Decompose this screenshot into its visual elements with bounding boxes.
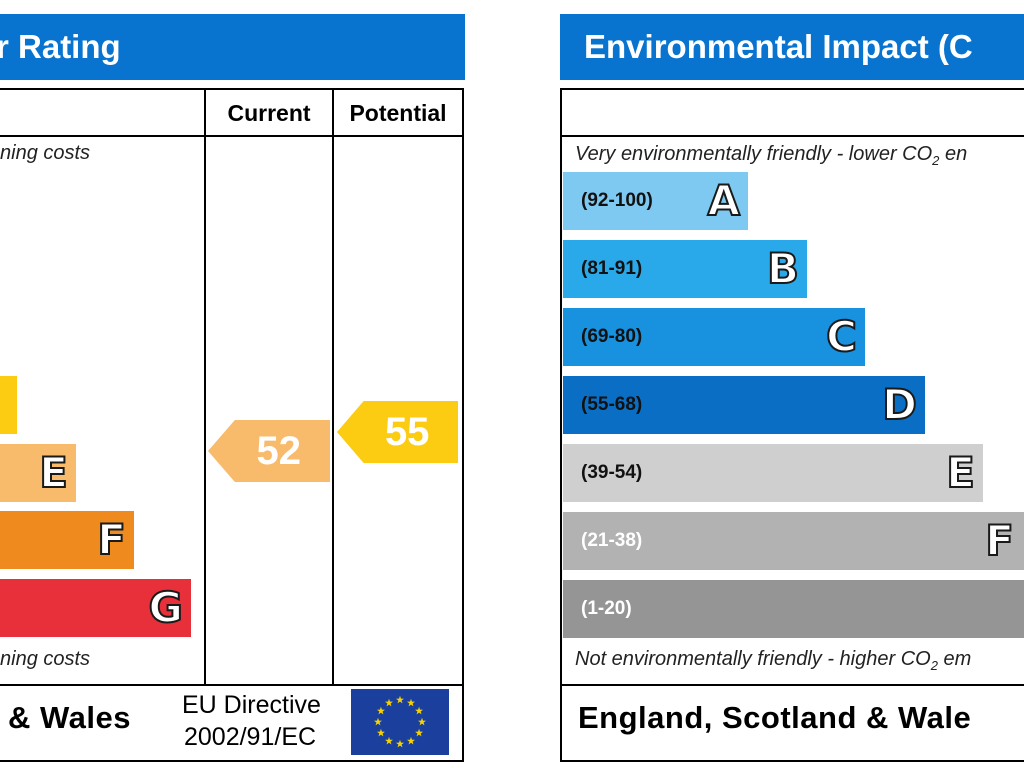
energy-band-f: F (0, 511, 134, 569)
env-footer-divider (562, 684, 1024, 686)
env-band-e: (39-54) E (563, 444, 983, 502)
env-top-caption-text: Very environmentally friendly - lower CO (575, 143, 933, 165)
energy-rating-header: r Rating (0, 14, 465, 80)
current-rating-arrow: 52 (208, 420, 330, 482)
env-band-a: (92-100) A (563, 172, 748, 230)
env-band-e-range: (39-54) (581, 462, 643, 483)
eu-flag-star (415, 728, 424, 737)
env-band-c-letter: C (825, 311, 858, 362)
eu-directive-line1: EU Directive (182, 691, 321, 719)
energy-potential-col-left (332, 88, 334, 685)
env-band-d-range: (55-68) (581, 394, 643, 415)
eu-flag-star (407, 698, 415, 707)
energy-footer-region: & Wales (8, 700, 131, 735)
env-bottom-caption-sub: 2 (930, 658, 938, 673)
eu-flag-star (385, 698, 393, 707)
energy-current-col-left (204, 88, 206, 685)
eu-flag-star (396, 739, 404, 748)
env-band-g: (1-20) (563, 580, 1024, 638)
energy-band-e: E (0, 444, 76, 502)
potential-column-header: Potential (349, 100, 447, 126)
env-band-d: (55-68) D (563, 376, 925, 434)
eu-flag-star (385, 736, 393, 745)
eu-flag-star (407, 736, 415, 745)
energy-footer-divider (0, 684, 462, 686)
environmental-impact-frame (560, 88, 1024, 762)
energy-band-d-partial (0, 376, 17, 434)
env-top-caption: Very environmentally friendly - lower CO… (575, 143, 1024, 168)
env-bottom-caption-text: Not environmentally friendly - higher CO (575, 648, 931, 670)
eu-directive-line2: 2002/91/EC (184, 723, 317, 751)
env-band-a-range: (92-100) (581, 190, 653, 211)
energy-band-g: G (0, 579, 191, 637)
eu-flag-star (418, 717, 426, 726)
energy-top-caption: ning costs (0, 142, 91, 164)
env-band-g-range: (1-20) (581, 598, 632, 619)
env-band-f: (21-38) F (563, 512, 1024, 570)
env-bottom-caption-tail: em (937, 648, 972, 670)
energy-band-f-letter: F (96, 514, 127, 565)
env-top-caption-sub: 2 (932, 153, 940, 168)
env-top-caption-tail: en (939, 143, 968, 165)
eu-flag-star (415, 706, 424, 715)
env-band-c: (69-80) C (563, 308, 865, 366)
env-footer-region: England, Scotland & Wale (578, 700, 972, 735)
eu-flag-icon (351, 689, 449, 755)
current-column-header: Current (227, 100, 311, 126)
eu-flag-star (376, 728, 385, 737)
env-band-f-range: (21-38) (581, 530, 643, 551)
env-band-c-range: (69-80) (581, 326, 643, 347)
env-band-a-letter: A (706, 175, 740, 226)
env-bottom-caption: Not environmentally friendly - higher CO… (575, 648, 1024, 673)
eu-flag-star (376, 706, 385, 715)
env-band-d-letter: D (881, 379, 918, 430)
energy-bottom-caption: ning costs (0, 648, 91, 670)
energy-band-e-letter: E (38, 447, 69, 498)
env-band-b-range: (81-91) (581, 258, 643, 279)
env-band-e-letter: E (945, 447, 976, 498)
potential-rating-value: 55 (384, 410, 430, 454)
environmental-impact-header: Environmental Impact (C (560, 14, 1024, 80)
potential-rating-arrow: 55 (337, 401, 458, 463)
energy-rating-title: r Rating (0, 28, 121, 65)
env-band-b: (81-91) B (563, 240, 807, 298)
env-header-divider (562, 135, 1024, 137)
environmental-impact-title: Environmental Impact (C (584, 28, 973, 65)
energy-rating-frame (0, 88, 464, 762)
energy-header-divider (0, 135, 462, 137)
eu-flag-star (396, 695, 404, 704)
env-band-b-letter: B (766, 243, 800, 294)
energy-band-g-letter: G (148, 582, 185, 633)
current-rating-value: 52 (256, 429, 302, 473)
eu-flag-star (374, 717, 382, 726)
env-band-f-letter: F (984, 515, 1015, 566)
